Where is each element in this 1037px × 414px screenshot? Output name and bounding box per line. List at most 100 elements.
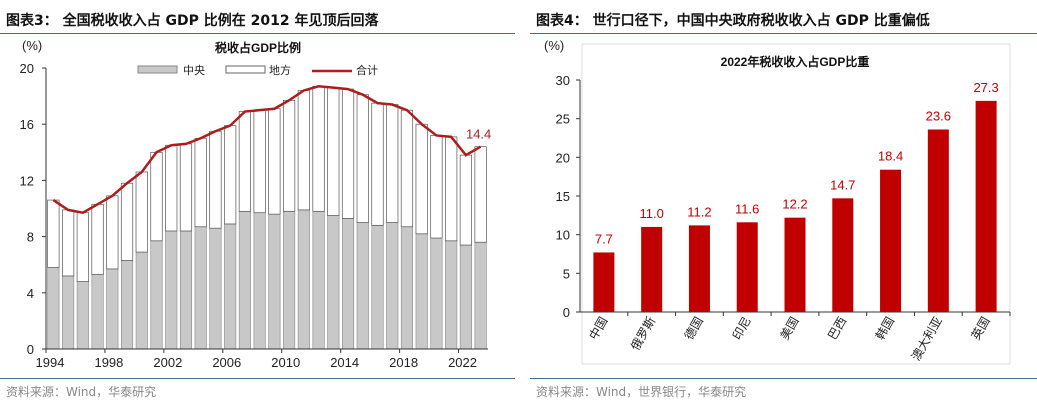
y-tick-label: 16 (20, 117, 34, 132)
bar (832, 198, 854, 312)
legend-label-total: 合计 (356, 63, 378, 77)
y-tick-label: 0 (27, 342, 34, 357)
bar-central (297, 209, 310, 350)
y-tick-label: 8 (27, 230, 34, 245)
right-title-rule (530, 33, 1037, 34)
y-tick-label: 10 (556, 228, 570, 243)
y-tick-label: 12 (20, 173, 34, 188)
data-label: 11.0 (639, 206, 663, 221)
x-tick-label: 美国 (777, 315, 801, 343)
bar-central (62, 275, 75, 350)
bar (880, 169, 902, 312)
bar-local (459, 154, 472, 246)
bar-local (400, 109, 414, 228)
bar-local (150, 151, 163, 242)
bar-central (459, 244, 472, 350)
x-tick-label: 巴西 (825, 315, 849, 343)
bar-central (445, 240, 458, 350)
bar-central (224, 223, 237, 350)
legend-label-central: 中央 (183, 64, 205, 77)
bar-central (386, 222, 399, 350)
bar-local (297, 90, 310, 211)
data-label: 11.2 (687, 204, 711, 219)
legend-label-local: 地方 (269, 63, 291, 77)
bar-central (120, 260, 134, 350)
x-tick-label: 2006 (212, 355, 241, 370)
bar-central (327, 215, 340, 350)
bar-local (415, 123, 428, 235)
right-chart: (%) 2022年税收收入占GDP比重 0 5 10 15 20 25 30 7.7 中国 11.0 俄… (544, 38, 1011, 365)
x-tick-label: 俄罗斯 (628, 315, 658, 353)
bar-central (194, 226, 207, 350)
legend-swatch-central (137, 65, 178, 74)
plot-frame (581, 43, 1011, 365)
bar-local (209, 130, 222, 229)
left-source-rule (0, 378, 515, 379)
left-panel: 图表3： 全国税收收入占 GDP 比例在 2012 年见顶后回落 (%) 税收占G… (0, 0, 515, 414)
bar-local (165, 144, 178, 232)
bar-local (179, 143, 193, 232)
bar-central (150, 240, 163, 350)
bar-local (386, 104, 399, 223)
bar-local (106, 195, 119, 270)
x-tick-label: 2002 (153, 355, 182, 370)
data-label: 11.6 (735, 201, 759, 216)
bar-local (268, 108, 281, 215)
bar-central (474, 241, 487, 350)
data-label: 23.6 (926, 108, 951, 123)
y-axis-label: (%) (22, 38, 42, 53)
x-tick-label: 2014 (330, 355, 359, 370)
left-chart: (%) 税收占GDP比例 0 4 8 12 16 20 1994 1998 2002 2006 2010… (20, 38, 492, 370)
bar-local (312, 85, 325, 212)
x-tick-label: 2022 (448, 355, 477, 370)
bar-central (415, 233, 428, 350)
bar-local (253, 109, 266, 214)
bar-central (47, 267, 60, 350)
bar (975, 100, 997, 312)
bar-local (62, 209, 75, 277)
x-tick-label: 中国 (585, 314, 610, 342)
left-source: 资料来源：Wind，华泰研究 (6, 385, 157, 399)
bar-central (91, 274, 104, 350)
bar-local (341, 88, 355, 219)
right-figure-title: 图表4： 世行口径下，中国中央政府税收收入占 GDP 比重偏低 (536, 13, 930, 29)
y-tick-label: 5 (563, 266, 570, 281)
bar-central (179, 230, 193, 350)
x-tick-label: 德国 (681, 314, 706, 342)
right-panel: 图表4： 世行口径下，中国中央政府税收收入占 GDP 比重偏低 (%) 2022年… (530, 0, 1037, 414)
data-label: 27.3 (973, 80, 998, 95)
bar-central (400, 226, 414, 350)
right-source: 资料来源：Wind，世界银行，华泰研究 (536, 385, 747, 399)
bar-local (430, 135, 443, 239)
right-source-rule (530, 378, 1037, 379)
bar-local (371, 102, 384, 226)
bar-local (76, 212, 89, 282)
bar-central (371, 225, 384, 350)
y-tick-label: 20 (20, 61, 34, 76)
bar-central (106, 268, 119, 350)
bar-local (356, 94, 369, 223)
left-title-rule (0, 33, 515, 34)
data-label: 18.4 (878, 149, 903, 164)
bar-central (238, 211, 251, 350)
bar-central (430, 237, 443, 350)
chart-title: 2022年税收收入占GDP比重 (721, 54, 870, 69)
bar-central (341, 218, 355, 350)
x-tick-label: 澳大利亚 (909, 315, 945, 364)
legend-swatch-local (225, 65, 266, 74)
x-tick-label: 印尼 (730, 315, 754, 343)
bar-local (474, 146, 487, 243)
bar-central (209, 227, 222, 350)
bar-local (91, 203, 104, 275)
bar-local (135, 171, 148, 253)
bar (736, 222, 758, 312)
chart-title: 税收占GDP比例 (215, 40, 301, 55)
x-tick-label: 2018 (389, 355, 418, 370)
bar-local (327, 87, 340, 216)
line-total (52, 84, 482, 215)
bar-central (76, 281, 89, 350)
y-tick-label: 15 (556, 189, 570, 204)
bar-local (120, 182, 134, 261)
bar-local (224, 125, 237, 225)
y-tick-label: 25 (556, 112, 570, 127)
